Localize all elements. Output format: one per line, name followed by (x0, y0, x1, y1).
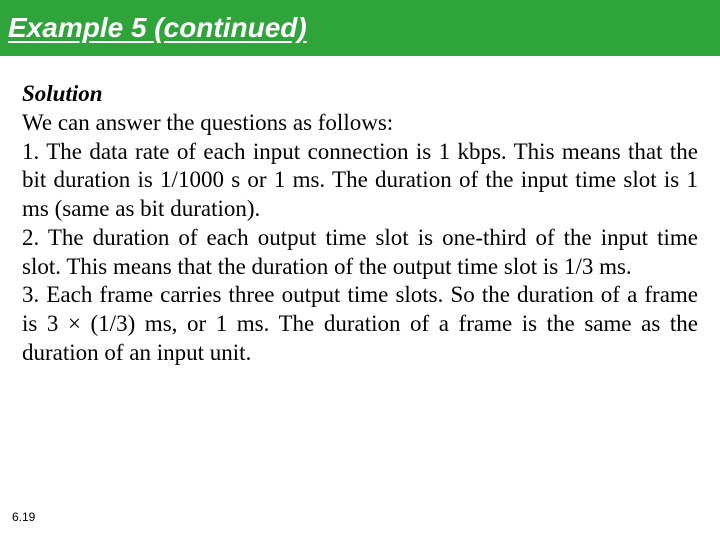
slide-title: Example 5 (continued) (8, 12, 307, 44)
slide-number: 6.19 (12, 510, 35, 524)
solution-label: Solution (22, 81, 103, 106)
point-3: 3. Each frame carries three output time … (22, 282, 698, 365)
intro-text: We can answer the questions as follows: (22, 110, 393, 135)
point-1: 1. The data rate of each input connectio… (22, 139, 698, 222)
slide-body: Solution We can answer the questions as … (0, 56, 720, 368)
header-bar: Example 5 (continued) (0, 0, 720, 56)
point-2: 2. The duration of each output time slot… (22, 225, 698, 279)
